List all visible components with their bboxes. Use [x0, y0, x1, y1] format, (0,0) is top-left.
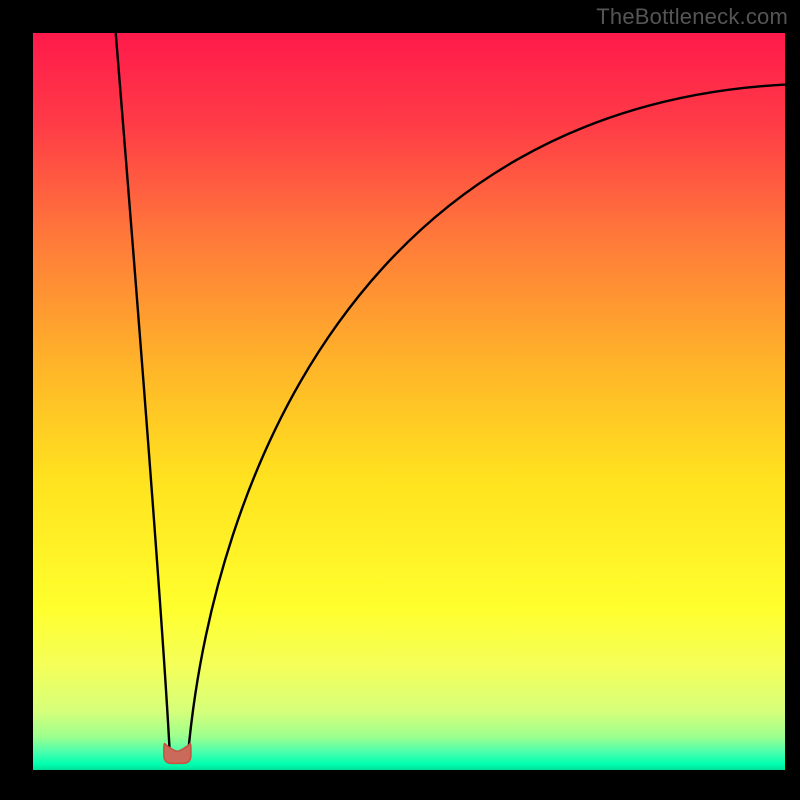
plot-area [33, 33, 785, 770]
watermark-text: TheBottleneck.com [596, 4, 788, 30]
chart-svg [33, 33, 785, 770]
